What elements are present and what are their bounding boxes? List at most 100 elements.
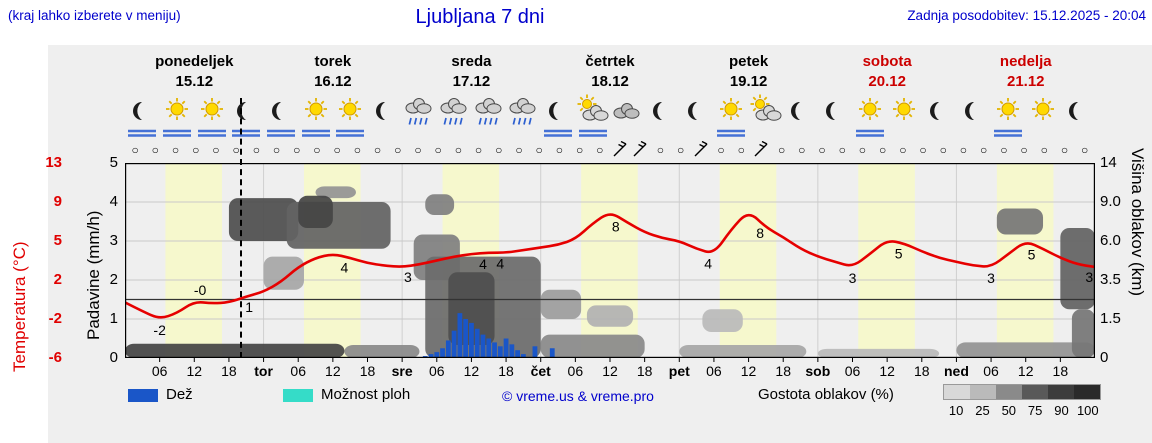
sun-icon: [887, 94, 922, 140]
axis-tick: 9.0: [1100, 193, 1121, 210]
x-axis-day-label: pet: [668, 363, 690, 379]
x-axis-hour-label: 06: [844, 363, 861, 379]
x-axis-hour-label: 18: [221, 363, 237, 379]
cloud-cover-symbol: ○: [313, 143, 321, 157]
density-scale-value: 90: [1054, 403, 1069, 418]
x-axis-hour-label: 06: [151, 363, 168, 379]
x-axis-hour-label: 12: [463, 363, 480, 379]
rain-bar: [549, 348, 555, 358]
cloud-cover-symbol: ○: [171, 143, 180, 157]
sun-icon: [160, 94, 195, 140]
cloud-region: [315, 186, 356, 199]
axis-tick: 0: [109, 349, 118, 366]
temperature-value-label: 5: [1028, 247, 1036, 263]
rain-bar: [480, 334, 486, 358]
cloud-region: [817, 348, 940, 358]
cloud-region: [540, 289, 582, 319]
cloud-cover-symbol: ○: [454, 143, 462, 157]
wind-barb-symbol: [691, 140, 711, 161]
temperature-axis-ticks: 13 9 5 2 -2 -6: [24, 0, 62, 443]
density-scale-value: 50: [1001, 403, 1017, 418]
cloud-cover-symbol: ○: [293, 143, 301, 157]
temperature-value-label: -0: [194, 282, 207, 298]
temperature-value-label: 4: [496, 256, 504, 272]
cloud-region: [679, 345, 807, 358]
day-header: četrtek 18.12: [585, 53, 635, 90]
x-axis-hour-label: 12: [602, 363, 618, 379]
axis-tick: 0: [1100, 349, 1109, 366]
density-scale-value: 25: [975, 403, 990, 418]
cloud-region: [586, 305, 634, 327]
cloud-cover-symbol: ○: [555, 143, 563, 157]
x-axis-day-label: sre: [391, 363, 413, 379]
density-scale-value: 75: [1027, 403, 1043, 418]
showers-legend-label: Možnost ploh: [321, 386, 411, 403]
density-scale-segment: [1048, 385, 1074, 399]
day-header: sobota 20.12: [862, 53, 912, 90]
moon-icon: [1060, 94, 1095, 140]
cloud-cover-symbol: ○: [252, 143, 260, 157]
copyright-link[interactable]: © vreme.us & vreme.pro: [502, 388, 654, 404]
daylight-band: [581, 163, 638, 358]
cloud-cover-symbol: ○: [980, 143, 988, 157]
rain-bar: [497, 346, 503, 358]
rain-legend-swatch: [128, 389, 158, 402]
cloud-cover-symbol: ○: [777, 143, 786, 157]
temperature-value-label: 1: [245, 299, 253, 315]
precip-axis-ticks: 5 4 3 2 1 0: [90, 0, 118, 443]
day-headers: ponedeljek 15.12 torek 16.12 sreda 17.12 četrt…: [125, 52, 1095, 92]
density-scale-segment: [944, 385, 970, 399]
temperature-value-label: 8: [612, 218, 620, 234]
axis-tick: 4: [109, 193, 118, 210]
rain-bar: [463, 319, 469, 358]
cloud-cover-symbol: ○: [1000, 143, 1008, 157]
x-axis-hour-label: 12: [879, 363, 895, 379]
temperature-value-label: -2: [153, 322, 166, 338]
cloud-cover-symbol: ○: [717, 143, 725, 157]
rain-bar: [532, 346, 538, 358]
temperature-value-label: 3: [404, 269, 412, 285]
cloud-region: [540, 334, 645, 358]
cloud-region: [702, 309, 743, 332]
rain-bar: [509, 344, 515, 358]
cloud-cover-symbol: ○: [899, 143, 907, 157]
x-axis-hour-label: 12: [1017, 363, 1034, 379]
density-scale-segment: [1022, 385, 1048, 399]
axis-tick: -2: [48, 310, 62, 327]
temperature-value-label: 4: [704, 255, 712, 271]
showers-legend-swatch: [283, 389, 313, 402]
x-axis-hour-label: 06: [706, 363, 722, 379]
axis-tick: 2: [53, 271, 62, 288]
x-axis-day-label: sob: [805, 363, 831, 379]
x-axis-hour-label: 12: [186, 363, 203, 379]
cloud-density-legend-label: Gostota oblakov (%): [758, 386, 894, 403]
day-header: torek 16.12: [314, 53, 352, 90]
cloud-cover-symbol: ○: [1060, 143, 1069, 157]
cloud-cover-symbol: ○: [394, 143, 402, 157]
x-axis-hour-label: 18: [636, 363, 653, 379]
cloud-cover-symbol: ○: [151, 143, 159, 157]
sun-icon: [333, 94, 368, 140]
moon-icon: [783, 94, 818, 140]
cloud-region: [996, 208, 1044, 235]
daylight-band: [996, 163, 1054, 358]
cloud-cover-symbol: ○: [515, 143, 523, 157]
sun-cloud-icon: [749, 94, 784, 140]
rain-bar: [440, 348, 445, 358]
rain-bar: [469, 322, 474, 358]
cloud-cover-symbol: ○: [434, 143, 442, 157]
x-axis-day-label: tor: [254, 363, 273, 379]
x-axis-hour-label: 06: [290, 363, 306, 379]
axis-tick: 13: [45, 154, 62, 171]
density-scale-segment: [996, 385, 1022, 399]
cloud-cover-symbol: ○: [272, 143, 281, 157]
cloud-icon: [610, 94, 645, 140]
temperature-value-label: 3: [1085, 269, 1093, 285]
cloud-cover-symbol: ○: [858, 143, 867, 157]
rain-bar: [434, 352, 440, 358]
cloud-cover-symbol: ○: [495, 143, 503, 157]
cloud-region: [125, 343, 345, 358]
cloud-cover-symbol-row: ○ ○ ○ ○ ○ ○ ○ ○ ○ ○ ○ ○ ○ ○ ○ ○ ○ ○ ○ ○ ○ ○ ○ ○ ○ ○ ○ ○ ○ ○ ○ ○ ○ ○ ○ ○ ○ ○ ○ ○…: [125, 140, 1095, 161]
rain-bar: [503, 338, 509, 358]
